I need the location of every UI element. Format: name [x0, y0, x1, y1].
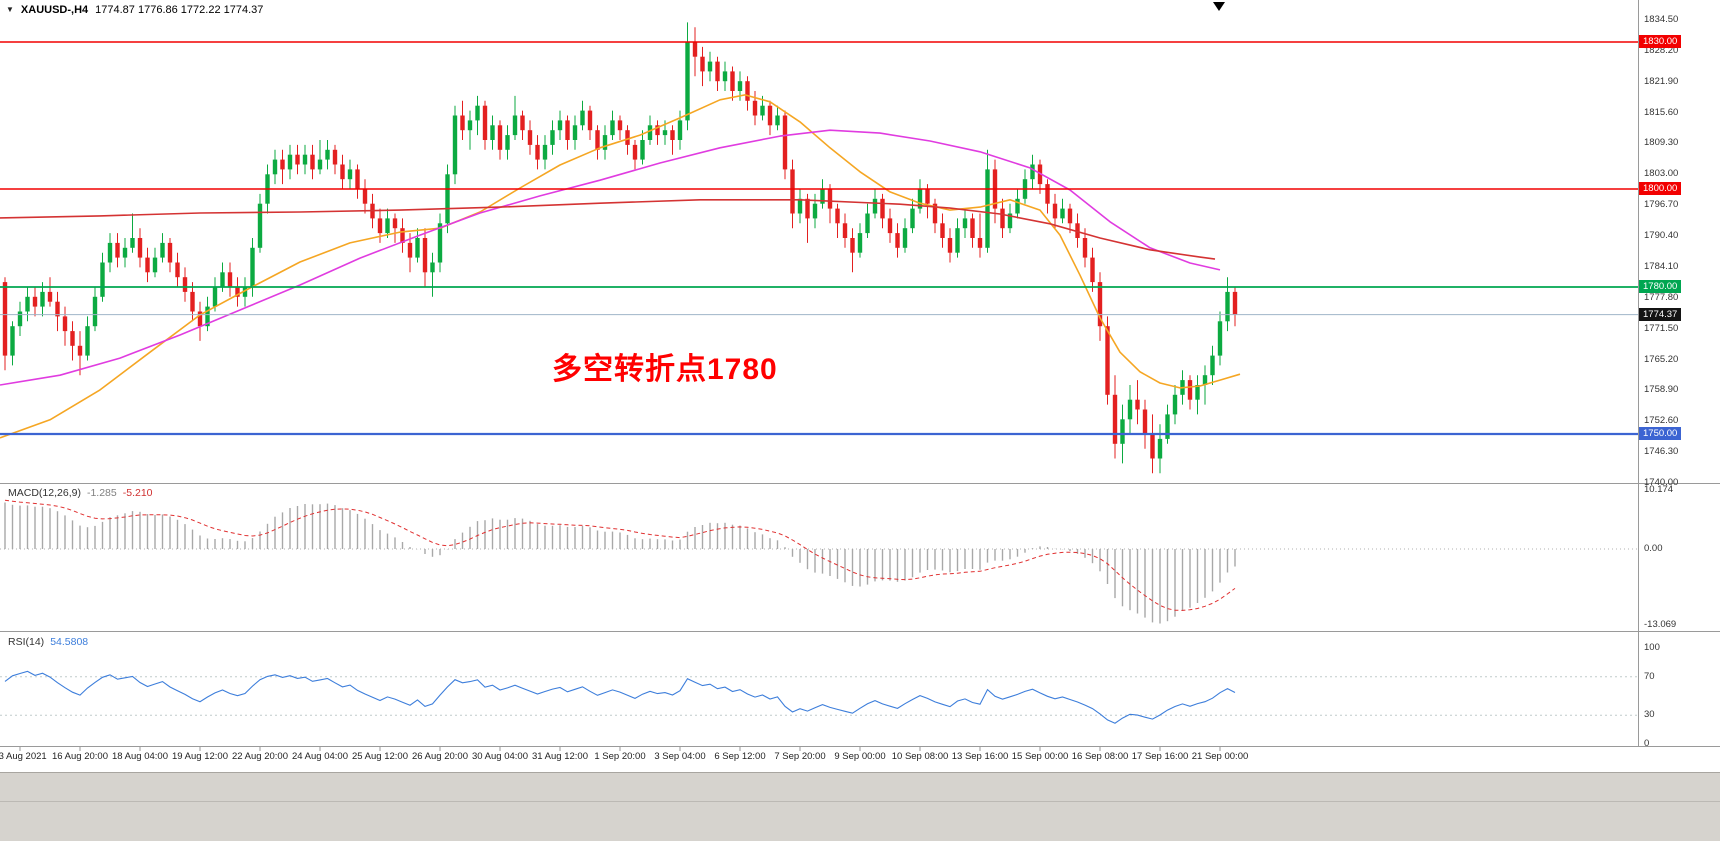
price-axis-label: 1765.20 [1644, 354, 1679, 365]
price-axis-label: 1771.50 [1644, 323, 1679, 334]
macd-series [4, 499, 1236, 624]
time-axis-label: 30 Aug 04:00 [472, 751, 528, 762]
time-axis-label: 26 Aug 20:00 [412, 751, 468, 762]
price-axis-label: 1784.10 [1644, 261, 1679, 272]
chart-header: ▼ XAUUSD-,H4 1774.87 1776.86 1772.22 177… [6, 4, 263, 16]
time-axis-label: 24 Aug 04:00 [292, 751, 348, 762]
time-axis-label: 17 Sep 16:00 [1131, 751, 1189, 762]
price-axis-label: 1752.60 [1644, 415, 1679, 426]
price-axis-label: 1777.80 [1644, 292, 1679, 303]
rsi-value: 54.5808 [50, 636, 89, 648]
price-axis-label: 1790.40 [1644, 230, 1679, 241]
rsi-indicator-label: RSI(14) [8, 636, 45, 648]
macd-indicator-label: MACD(12,26,9) [8, 487, 81, 499]
time-axis-label: 1 Sep 20:00 [594, 751, 646, 762]
rsi-axis-label: 30 [1644, 709, 1655, 720]
candlestick-series [2, 22, 1238, 474]
time-axis-label: 6 Sep 12:00 [714, 751, 766, 762]
footer-divider [0, 801, 1720, 802]
price-axis-label: 1834.50 [1644, 14, 1679, 25]
rsi-panel-header: RSI(14) 54.5808 [8, 636, 88, 648]
chart-shift-marker-icon[interactable] [1213, 2, 1225, 11]
rsi-axis-label: 100 [1644, 642, 1660, 653]
annotation-text: 多空转折点1780 [552, 353, 778, 386]
ohlc-values: 1774.87 1776.86 1772.22 1774.37 [95, 4, 264, 16]
time-axis-label: 15 Sep 00:00 [1011, 751, 1069, 762]
time-axis-label: 21 Sep 00:00 [1191, 751, 1249, 762]
panel-dividers [0, 0, 1720, 751]
macd-signal-value: -5.210 [122, 487, 153, 499]
time-axis-label: 16 Sep 08:00 [1071, 751, 1129, 762]
price-axis-label: 1796.70 [1644, 199, 1679, 210]
chart-menu-icon[interactable]: ▼ [6, 5, 14, 14]
price-level-badge: 1800.00 [1639, 182, 1682, 195]
price-axis-label: 1828.20 [1644, 45, 1679, 56]
time-axis-label: 31 Aug 12:00 [532, 751, 588, 762]
time-axis-label: 19 Aug 12:00 [172, 751, 228, 762]
macd-axis-label: 10.174 [1644, 484, 1674, 495]
price-axis-label: 1740.00 [1644, 477, 1679, 488]
macd-axis-label: -13.069 [1644, 619, 1677, 630]
price-level-badge: 1750.00 [1639, 427, 1682, 440]
rsi-axis-label: 70 [1644, 671, 1655, 682]
time-axis-label: 3 Sep 04:00 [654, 751, 706, 762]
time-axis-label: 16 Aug 20:00 [52, 751, 108, 762]
time-axis-label: 13 Sep 16:00 [951, 751, 1009, 762]
macd-axis-label: 0.00 [1644, 543, 1663, 554]
price-axis[interactable]: 1830.00 1800.00 1780.00 1774.37 1750.00 1834.… [1638, 0, 1720, 749]
price-axis-label: 1803.00 [1644, 168, 1679, 179]
time-axis-label: 10 Sep 08:00 [891, 751, 949, 762]
ma-slow-red [0, 199, 1216, 260]
window-footer [0, 772, 1720, 841]
time-axis-label: 25 Aug 12:00 [352, 751, 408, 762]
time-axis-label: 7 Sep 20:00 [774, 751, 826, 762]
price-axis-label: 1815.60 [1644, 107, 1679, 118]
time-axis-label: 18 Aug 04:00 [112, 751, 168, 762]
symbol-period-label: XAUUSD-,H4 [20, 4, 89, 16]
time-axis-label: 13 Aug 2021 [0, 751, 47, 762]
horizontal-level-lines [0, 41, 1638, 436]
price-axis-label: 1809.30 [1644, 137, 1679, 148]
price-axis-label: 1758.90 [1644, 384, 1679, 395]
price-axis-label: 1821.90 [1644, 76, 1679, 87]
macd-panel-header: MACD(12,26,9) -1.285 -5.210 [8, 487, 153, 499]
macd-main-value: -1.285 [86, 487, 117, 499]
time-axis-label: 22 Aug 20:00 [232, 751, 288, 762]
price-level-badge: 1774.37 [1639, 308, 1682, 321]
rsi-series [4, 670, 1236, 724]
chart-canvas[interactable] [0, 0, 1720, 752]
price-level-badge: 1830.00 [1639, 35, 1682, 48]
ma-fast-orange [0, 94, 1241, 439]
rsi-axis-label: 0 [1644, 738, 1650, 749]
time-axis-label: 9 Sep 00:00 [834, 751, 886, 762]
price-axis-label: 1746.30 [1644, 446, 1679, 457]
price-level-badge: 1780.00 [1639, 280, 1682, 293]
